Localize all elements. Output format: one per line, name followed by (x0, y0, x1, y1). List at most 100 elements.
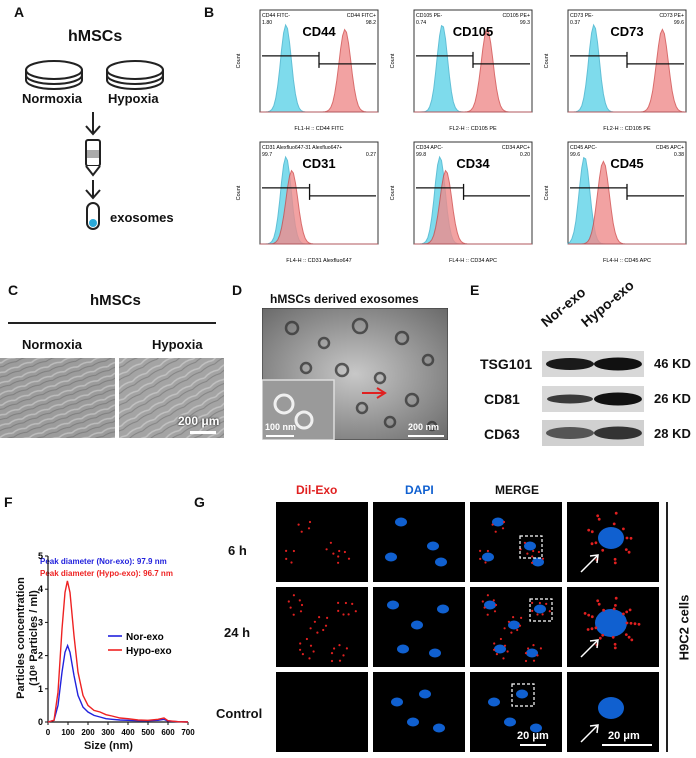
col-label-merge: MERGE (495, 483, 540, 497)
positive-histogram (568, 28, 687, 113)
positive-histogram (414, 28, 532, 113)
fluorescence-image (276, 502, 368, 582)
flow-cytometry-grid: CD44 CD44 FITC- 1.80 CD44 FITC+ 98.2 FL1-H ::… (232, 2, 692, 266)
white-arrow-head (589, 554, 599, 564)
positive-gate-value: 0.27 (366, 152, 376, 158)
y-tick-label: 4 (38, 584, 43, 594)
row-label-control: Control (216, 706, 263, 721)
tem-scale-bar (408, 435, 444, 437)
x-tick-label: 600 (161, 728, 175, 737)
panel-g-label: G (194, 494, 205, 510)
exosome-tube-icon (86, 202, 100, 230)
positive-histogram (260, 28, 378, 113)
negative-gate-label: CD45 APC- (570, 145, 597, 151)
legend-label: Hypo-exo (126, 646, 172, 657)
blot-label-tsg101: TSG101 (480, 356, 533, 372)
positive-gate-label: CD73 PE+ (659, 13, 684, 19)
white-arrow-head (589, 724, 599, 734)
legend-label: Nor-exo (126, 632, 164, 643)
panel-c-hypoxia-label: Hypoxia (152, 337, 203, 352)
hypoxia-dish-icon (106, 60, 164, 90)
blot-cd81 (542, 386, 644, 412)
panel-c-normoxia-label: Normoxia (22, 337, 82, 352)
arrow-down-icon (85, 180, 101, 200)
count-axis-label: Count (390, 53, 396, 68)
panel-a-title: hMSCs (68, 28, 123, 45)
marker-name: CD31 (302, 156, 335, 171)
fluorescence-grid (276, 502, 659, 752)
nta-size-chart: 0 1 2 3 4 5 0 100 200 300 400 500 600 700 Nor-exo Hypo-… (38, 551, 195, 737)
marker-name: CD44 (302, 24, 336, 39)
panel-b-label: B (204, 4, 215, 20)
zoom-scale-label: 20 μm (608, 730, 640, 742)
negative-gate-label: CD73 PE- (570, 13, 594, 19)
x-tick-label: 700 (181, 728, 195, 737)
peak-hypo-label: Peak diameter (Hypo-exo): 96.7 nm (40, 569, 173, 578)
fluorescence-image (373, 587, 465, 667)
arrow-down-icon (85, 112, 101, 136)
blot-cd63 (542, 420, 644, 446)
blot-label-cd81: CD81 (484, 391, 520, 407)
fluorescence-image (373, 502, 465, 582)
panel-a-label: A (14, 4, 25, 20)
hypoxia-label: Hypoxia (108, 91, 159, 106)
positive-histogram (568, 160, 686, 245)
x-tick-label: 0 (46, 728, 51, 737)
x-axis-channel-label: FL4-H :: CD31 Alexfluo647 (286, 258, 351, 264)
normoxia-label: Normoxia (22, 91, 82, 106)
side-label-h9c2: H9C2 cells (676, 594, 692, 661)
positive-histogram (260, 169, 378, 245)
panel-c-scale-label: 200 μm (178, 414, 220, 428)
white-arrow-icon (580, 555, 598, 573)
blot-size-tsg101: 46 KD (654, 356, 691, 371)
x-tick-label: 400 (121, 728, 135, 737)
zoom-scale-bar (602, 744, 652, 746)
hypoxia-micrograph (119, 358, 224, 438)
zoom-box (529, 598, 553, 622)
fluorescence-image (276, 587, 368, 667)
x-axis-channel-label: FL2-H :: CD105 PE (603, 126, 651, 132)
marker-name: CD73 (610, 24, 643, 39)
count-axis-label: Count (390, 185, 396, 200)
fluorescence-image (470, 587, 562, 667)
blot-size-cd63: 28 KD (654, 426, 691, 441)
fluorescence-image (373, 672, 465, 752)
panel-e-label: E (470, 282, 480, 298)
nor-exo-column-label: Nor-exo (537, 283, 589, 330)
x-tick-label: 100 (61, 728, 75, 737)
fluorescence-image (567, 672, 659, 752)
tem-inset (262, 379, 335, 440)
exosomes-label: exosomes (110, 210, 174, 225)
row-label-24h: 24 h (224, 625, 251, 640)
positive-gate-label: CD34 APC+ (502, 145, 530, 151)
positive-gate-value: 0.20 (520, 152, 530, 158)
panel-c-divider (8, 322, 216, 324)
count-axis-label: Count (236, 53, 242, 68)
tem-scale-label: 200 nm (408, 422, 440, 432)
fluorescence-image (470, 672, 562, 752)
negative-gate-label: CD34 APC- (416, 145, 443, 151)
y-tick-label: 5 (38, 551, 43, 561)
panel-d-title: hMSCs derived exosomes (270, 292, 419, 306)
white-arrow-icon (580, 725, 598, 743)
panel-a-diagram (25, 60, 164, 230)
negative-gate-label: CD105 PE- (416, 13, 443, 19)
col-label-dapi: DAPI (405, 483, 434, 497)
count-axis-label: Count (236, 185, 242, 200)
inset-scale-bar (266, 435, 294, 437)
positive-gate-label: CD45 APC+ (656, 145, 684, 151)
y-tick-label: 3 (38, 617, 43, 627)
marker-name: CD45 (610, 156, 643, 171)
y-tick-label: 2 (38, 651, 43, 661)
y-tick-label: 1 (38, 684, 43, 694)
peak-nor-label: Peak diameter (Nor-exo): 97.9 nm (40, 557, 167, 566)
x-axis-channel-label: FL4-H :: CD45 APC (603, 258, 651, 264)
marker-name: CD105 (453, 24, 493, 39)
x-tick-label: 300 (101, 728, 115, 737)
series-line-hypo-exo (47, 580, 189, 723)
blot-tsg101 (542, 351, 644, 377)
panel-f-label: F (4, 494, 13, 510)
